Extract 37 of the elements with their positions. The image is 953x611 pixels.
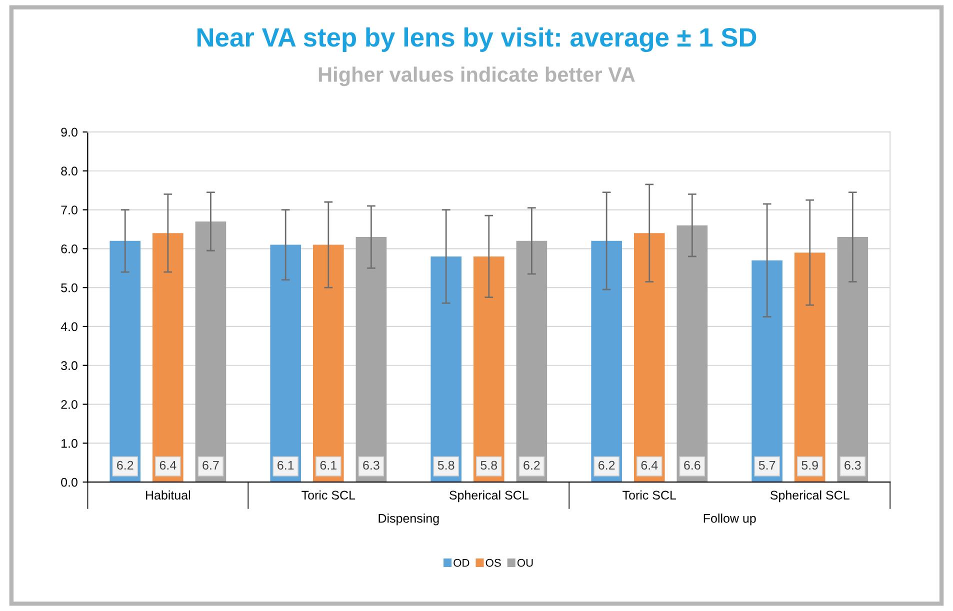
data-label: 6.3 (363, 460, 380, 470)
x-tick-label: Spherical SCL (770, 490, 850, 502)
legend-label: OD (454, 558, 470, 567)
text: Dispensing (378, 514, 439, 526)
data-label: 6.4 (641, 460, 658, 470)
y-tick-label: 5.0 (61, 283, 78, 292)
y-tick-label: 9.0 (61, 128, 78, 137)
x-tick-label: Toric SCL (622, 490, 676, 500)
data-label: 6.2 (524, 460, 540, 470)
y-tick-label: 8.0 (61, 166, 78, 176)
data-label: 5.8 (438, 460, 454, 470)
y-tick-label: 6.0 (61, 244, 78, 254)
data-label: 6.2 (117, 460, 134, 470)
x-tick-label: Habitual (146, 490, 190, 500)
y-tick-label: 7.0 (61, 206, 78, 214)
text: Follow up (704, 514, 756, 526)
data-label: 5.8 (480, 460, 498, 470)
y-tick-label: 2.0 (61, 400, 78, 409)
y-tick-label: 4.0 (60, 322, 78, 332)
data-label: 5.9 (802, 460, 818, 470)
chart-title: Near VA step by lens by visit: average ± 1 SD (198, 27, 756, 52)
data-label: 6.3 (844, 460, 861, 470)
legend-label: OU (517, 558, 533, 567)
y-tick-label: 3.0 (61, 361, 78, 370)
data-label: 5.7 (758, 460, 776, 470)
legend-label: OS (486, 558, 501, 567)
data-label: 6.1 (320, 460, 336, 470)
y-tick-label: 1.0 (62, 438, 78, 448)
chart-subtitle: Higher values indicate better VA (318, 66, 635, 86)
x-tick-label: Spherical SCL (450, 490, 528, 502)
data-label: 6.7 (202, 460, 219, 470)
data-label: 6.1 (278, 460, 294, 470)
data-label: 6.4 (160, 460, 176, 470)
y-tick-label: 0.0 (61, 478, 78, 487)
x-tick-label: Toric SCL (302, 490, 356, 500)
data-label: 6.2 (598, 460, 615, 470)
data-label: 6.6 (684, 460, 700, 470)
